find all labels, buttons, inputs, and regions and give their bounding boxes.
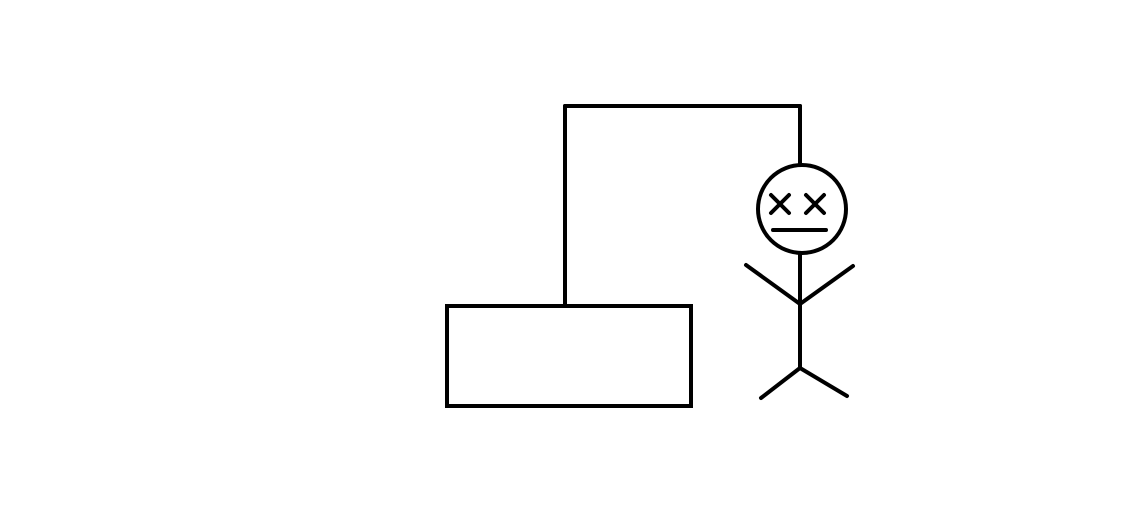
left-eye-icon	[769, 193, 791, 215]
stick-figure-icon	[744, 163, 855, 400]
figure-left-arm	[744, 263, 802, 306]
figure-left-leg	[759, 366, 802, 400]
gallows-icon	[445, 104, 802, 408]
x-eyes-icon	[769, 193, 826, 215]
figure-right-arm	[798, 264, 855, 306]
gallows-base	[445, 304, 693, 408]
head-icon	[756, 163, 848, 255]
right-eye-icon	[804, 193, 826, 215]
figure-right-leg	[798, 366, 849, 398]
